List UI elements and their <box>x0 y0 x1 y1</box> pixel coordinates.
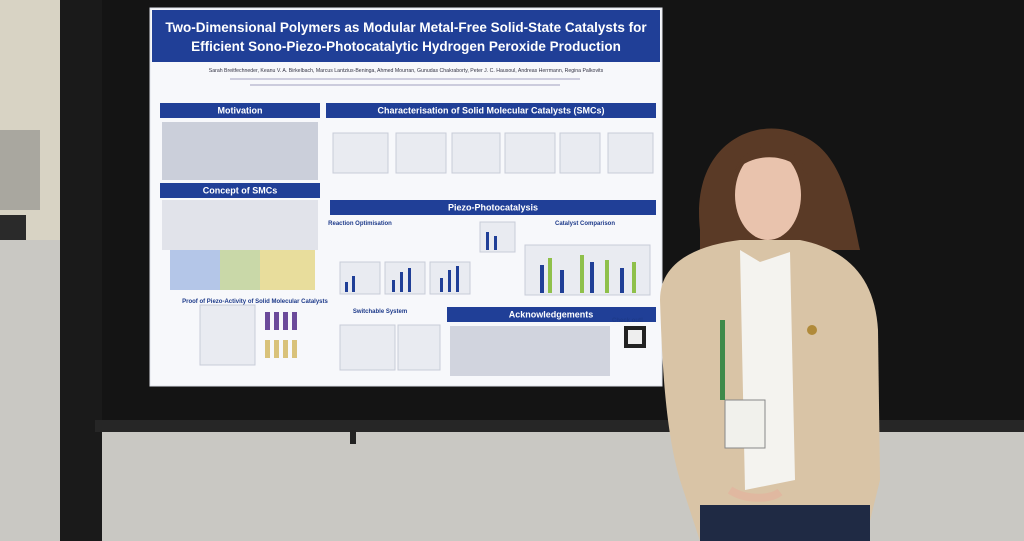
poster-title: Two-Dimensional Polymers as Modular Meta… <box>165 20 647 35</box>
poster-authors: Sarah Breitfechneder, Keanu V. A. Birkel… <box>209 68 604 74</box>
hall-door <box>0 130 40 210</box>
section-header <box>160 183 320 198</box>
subheading: Proof of Piezo-Activity of Solid Molecul… <box>182 299 328 305</box>
figure <box>260 250 315 290</box>
poster-title: Efficient Sono-Piezo-Photocatalytic Hydr… <box>191 39 621 54</box>
board-rail <box>95 420 1024 432</box>
qr-code <box>628 330 642 344</box>
text-block <box>162 122 610 376</box>
section-header <box>326 103 656 118</box>
board-post <box>60 0 102 541</box>
section-title: Acknowledgements <box>509 309 594 319</box>
subheading: Catalyst Comparison <box>555 221 615 227</box>
section-header <box>160 103 320 118</box>
hands <box>727 486 783 502</box>
section-title: Motivation <box>218 105 263 115</box>
hair-fringe <box>735 146 808 175</box>
badge <box>724 399 766 449</box>
subheading: Switchable System <box>353 309 407 315</box>
bars <box>345 232 624 293</box>
subheading: Reaction Optimisation <box>328 221 392 227</box>
section-title: Characterisation of Solid Molecular Cata… <box>377 105 604 115</box>
affiliation-line <box>250 84 560 86</box>
section-title: Piezo-Photocatalysis <box>448 202 538 212</box>
vials <box>265 312 297 330</box>
section-header <box>447 307 656 322</box>
hall-bench <box>0 215 26 240</box>
affiliation-line <box>230 78 580 80</box>
board-foot <box>350 430 356 444</box>
shirt <box>740 250 795 490</box>
callout: Check out! <box>612 318 643 324</box>
poster: Two-Dimensional Polymers as Modular Meta… <box>149 7 663 387</box>
charts <box>199 132 654 371</box>
pin <box>807 325 817 335</box>
vials <box>265 340 297 358</box>
section-title: Concept of SMCs <box>203 185 278 195</box>
trousers <box>700 505 870 541</box>
section-header <box>330 200 656 215</box>
title-band <box>152 10 660 62</box>
face <box>735 150 801 240</box>
person <box>660 128 880 541</box>
bars <box>548 255 636 293</box>
lanyard <box>720 320 725 400</box>
figure <box>170 250 220 290</box>
